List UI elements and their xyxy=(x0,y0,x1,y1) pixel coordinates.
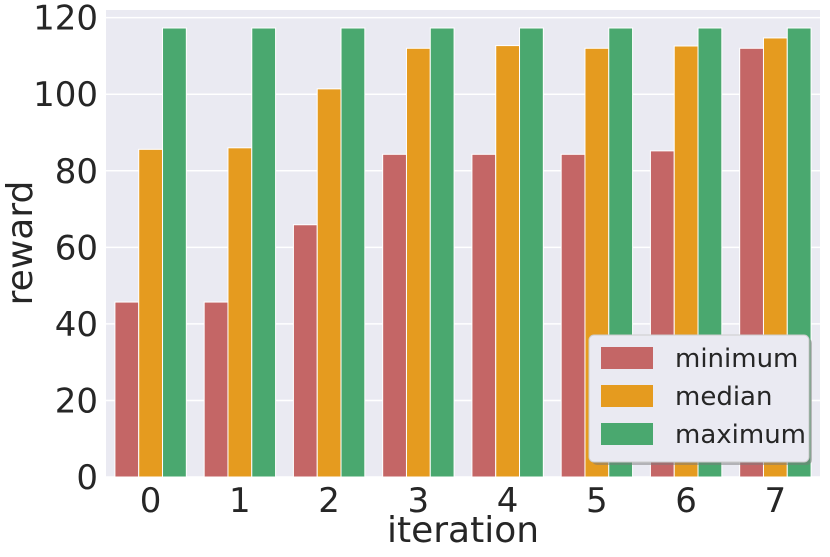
bar-maximum-0 xyxy=(162,27,187,478)
x-tick-label: 5 xyxy=(586,481,608,521)
bar-median-2 xyxy=(316,88,342,478)
y-tick-label: 60 xyxy=(55,228,98,268)
y-tick-label: 80 xyxy=(55,152,98,192)
bar-minimum-1 xyxy=(203,301,229,478)
x-tick-labels: 0 1 2 3 4 5 6 7 xyxy=(140,481,786,521)
y-tick-label: 40 xyxy=(55,305,98,345)
bar-minimum-2 xyxy=(292,224,318,478)
bar-maximum-2 xyxy=(340,27,366,478)
bar-maximum-3 xyxy=(429,27,455,478)
x-tick-label: 0 xyxy=(140,481,162,521)
legend-label-maximum: maximum xyxy=(675,420,806,450)
bar-minimum-0 xyxy=(114,301,140,478)
legend-label-median: median xyxy=(675,382,772,412)
y-axis-label: reward xyxy=(0,181,41,306)
x-tick-label: 2 xyxy=(318,481,340,521)
bar-minimum-3 xyxy=(382,153,407,478)
legend-swatch-minimum xyxy=(601,347,653,369)
legend-swatch-median xyxy=(601,385,653,407)
y-tick-label: 20 xyxy=(55,381,98,421)
y-tick-label: 120 xyxy=(33,0,98,39)
legend: minimum median maximum xyxy=(588,334,812,465)
x-tick-label: 4 xyxy=(497,481,519,521)
x-tick-label: 3 xyxy=(408,481,430,521)
y-tick-label: 100 xyxy=(33,75,98,115)
bar-maximum-1 xyxy=(251,27,277,478)
legend-label-minimum: minimum xyxy=(675,344,798,374)
x-axis-label: iteration xyxy=(387,510,539,551)
y-tick-label: 0 xyxy=(76,458,98,498)
legend-swatch-maximum xyxy=(601,423,653,445)
x-tick-label: 6 xyxy=(675,481,697,521)
x-tick-label: 7 xyxy=(765,481,787,521)
bar-median-4 xyxy=(495,45,521,478)
bar-maximum-4 xyxy=(519,27,544,478)
bar-minimum-4 xyxy=(471,153,497,478)
bar-median-0 xyxy=(138,148,164,478)
bar-minimum-5 xyxy=(560,153,586,478)
bar-median-3 xyxy=(405,47,431,478)
y-tick-labels: 0 20 40 60 80 100 120 xyxy=(33,0,98,498)
bar-median-1 xyxy=(227,147,253,478)
x-tick-label: 1 xyxy=(229,481,251,521)
